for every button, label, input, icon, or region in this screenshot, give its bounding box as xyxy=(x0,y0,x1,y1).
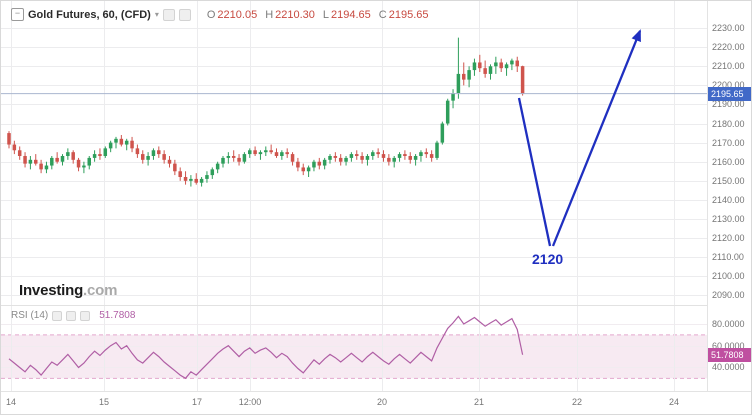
settings-icon[interactable] xyxy=(178,8,191,21)
rsi-tick-label: 80.0000 xyxy=(712,319,745,329)
symbol-title[interactable]: Gold Futures, 60, (CFD) xyxy=(28,8,151,21)
low-label: L xyxy=(322,8,330,21)
rsi-line xyxy=(8,315,524,380)
rsi-title[interactable]: RSI (14) xyxy=(11,310,49,321)
time-tick-label: 24 xyxy=(668,397,680,407)
price-tick-label: 2110.00 xyxy=(712,252,744,262)
time-tick-label: 21 xyxy=(473,397,485,407)
chevron-down-icon[interactable]: ▾ xyxy=(154,10,159,19)
time-tick-label: 17 xyxy=(191,397,203,407)
time-tick-label: 22 xyxy=(571,397,583,407)
symbol-legend: − Gold Futures, 60, (CFD) ▾ O 2210.05 H 22… xyxy=(11,8,429,21)
high-label: H xyxy=(265,8,274,21)
rsi-visibility-icon[interactable] xyxy=(52,310,63,321)
close-label: C xyxy=(378,8,387,21)
time-axis[interactable]: 14 15 17 12:00 20 21 22 24 xyxy=(1,391,751,414)
candlesticks xyxy=(7,37,525,187)
close-value: 2195.65 xyxy=(388,8,429,21)
last-price-badge: 2195.65 xyxy=(708,86,751,101)
time-tick-label: 12:00 xyxy=(238,397,262,407)
rsi-tick-label: 60.0000 xyxy=(712,341,745,351)
watermark-suffix: .com xyxy=(83,282,118,299)
gridlines xyxy=(1,1,707,391)
open-value: 2210.05 xyxy=(217,8,258,21)
rsi-tick-label: 40.0000 xyxy=(712,362,745,372)
price-tick-label: 2090.00 xyxy=(712,290,745,300)
rsi-settings-icon[interactable] xyxy=(66,310,77,321)
price-tick-label: 2100.00 xyxy=(712,271,745,281)
price-tick-label: 2200.00 xyxy=(712,80,745,90)
open-label: O xyxy=(206,8,216,21)
price-tick-label: 2120.00 xyxy=(712,233,745,243)
watermark-brand: Investing xyxy=(19,282,84,299)
visibility-icon[interactable] xyxy=(162,8,175,21)
price-axis[interactable]: 2230.00 2220.00 2210.00 2200.00 2190.00 2180.… xyxy=(707,1,751,391)
price-tick-label: 2230.00 xyxy=(712,23,745,33)
price-tick-label: 2190.00 xyxy=(712,99,745,109)
rsi-close-icon[interactable] xyxy=(80,310,91,321)
price-tick-label: 2170.00 xyxy=(712,138,745,148)
time-tick-label: 15 xyxy=(98,397,110,407)
price-tick-label: 2160.00 xyxy=(712,157,745,167)
collapse-icon[interactable]: − xyxy=(11,8,24,21)
rsi-value: 51.7808 xyxy=(99,310,136,321)
rsi-value-badge: 51.7808 xyxy=(708,347,751,362)
price-tick-label: 2150.00 xyxy=(712,176,745,186)
price-tick-label: 2140.00 xyxy=(712,195,745,205)
watermark-logo: Investing.com xyxy=(19,282,117,299)
high-value: 2210.30 xyxy=(275,8,315,21)
low-value: 2194.65 xyxy=(331,8,371,21)
price-tick-label: 2180.00 xyxy=(712,119,745,129)
time-tick-label: 20 xyxy=(376,397,388,407)
rsi-legend: RSI (14) 51.7808 xyxy=(11,310,135,321)
ohlc-readout: O 2210.05 H 2210.30 L 2194.65 C 2195.65 xyxy=(201,9,429,21)
rsi-band xyxy=(1,334,707,379)
price-tick-label: 2210.00 xyxy=(712,61,745,71)
price-tick-label: 2220.00 xyxy=(712,42,745,52)
trend-arrow[interactable] xyxy=(517,29,642,247)
price-tick-label: 2130.00 xyxy=(712,214,745,224)
last-price-line xyxy=(1,93,751,306)
annotation-label[interactable]: 2120 xyxy=(532,251,564,267)
time-tick-label: 14 xyxy=(5,397,17,407)
